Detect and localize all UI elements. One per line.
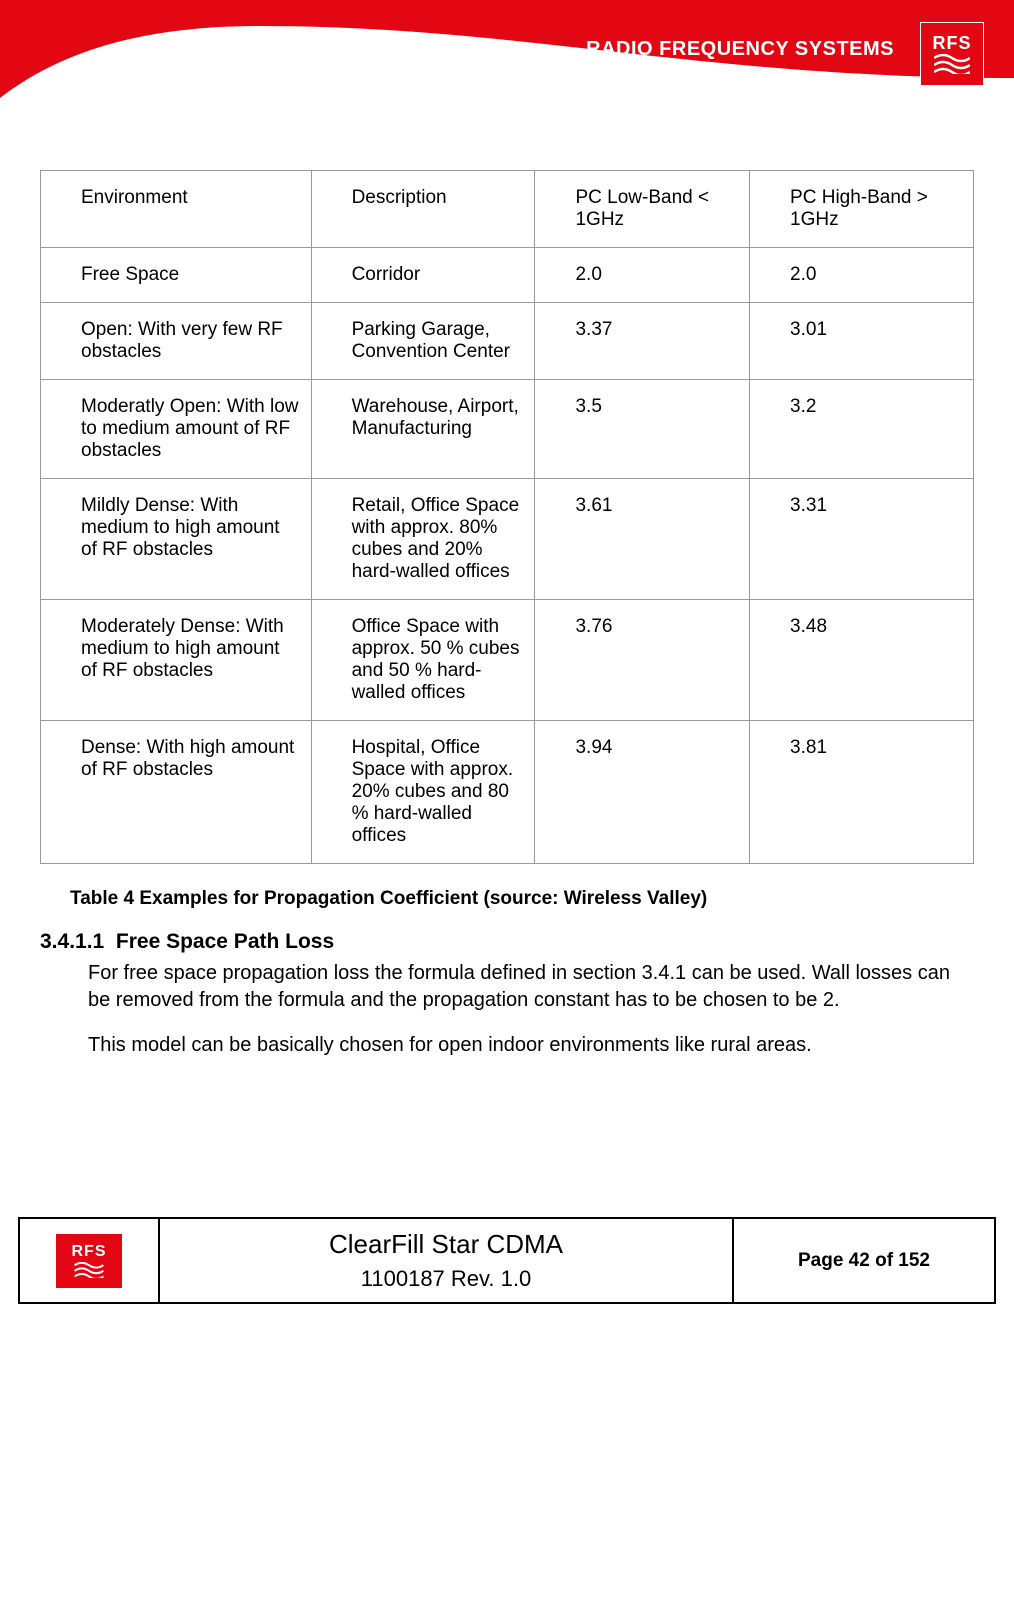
brand-tagline: RADIO FREQUENCY SYSTEMS	[586, 38, 894, 61]
col-header-environment: Environment	[41, 171, 312, 248]
footer-logo-cell: RFS	[20, 1219, 160, 1302]
cell-pc-low: 3.5	[535, 380, 750, 479]
cell-pc-high: 3.01	[750, 303, 974, 380]
cell-pc-low: 3.94	[535, 721, 750, 864]
table-row: Mildly Dense: With medium to high amount…	[41, 479, 974, 600]
page-number: Page 42 of 152	[798, 1250, 930, 1272]
cell-pc-low: 3.37	[535, 303, 750, 380]
section-title: Free Space Path Loss	[116, 930, 334, 953]
logo-waves-icon	[934, 54, 970, 74]
page-content: Environment Description PC Low-Band < 1G…	[0, 120, 1014, 1097]
cell-environment: Free Space	[41, 248, 312, 303]
logo-abbr: RFS	[933, 34, 972, 52]
cell-environment: Open: With very few RF obstacles	[41, 303, 312, 380]
table-body: Free Space Corridor 2.0 2.0 Open: With v…	[41, 248, 974, 864]
page-footer: RFS ClearFill Star CDMA 1100187 Rev. 1.0…	[18, 1217, 996, 1304]
table-header-row: Environment Description PC Low-Band < 1G…	[41, 171, 974, 248]
propagation-coefficient-table: Environment Description PC Low-Band < 1G…	[40, 170, 974, 864]
cell-environment: Dense: With high amount of RF obstacles	[41, 721, 312, 864]
table-row: Free Space Corridor 2.0 2.0	[41, 248, 974, 303]
body-paragraph: This model can be basically chosen for o…	[88, 1032, 974, 1059]
cell-pc-low: 3.76	[535, 600, 750, 721]
table-row: Moderatly Open: With low to medium amoun…	[41, 380, 974, 479]
cell-pc-high: 3.31	[750, 479, 974, 600]
cell-description: Retail, Office Space with approx. 80% cu…	[311, 479, 535, 600]
page-header: RADIO FREQUENCY SYSTEMS RFS	[0, 0, 1014, 120]
footer-page-cell: Page 42 of 152	[734, 1219, 994, 1302]
table-row: Open: With very few RF obstacles Parking…	[41, 303, 974, 380]
cell-pc-high: 3.2	[750, 380, 974, 479]
cell-pc-low: 2.0	[535, 248, 750, 303]
cell-pc-low: 3.61	[535, 479, 750, 600]
cell-description: Warehouse, Airport, Manufacturing	[311, 380, 535, 479]
cell-description: Hospital, Office Space with approx. 20% …	[311, 721, 535, 864]
brand-logo: RFS	[920, 22, 984, 86]
cell-description: Parking Garage, Convention Center	[311, 303, 535, 380]
cell-pc-high: 2.0	[750, 248, 974, 303]
section-heading: 3.4.1.1 Free Space Path Loss	[40, 930, 974, 954]
doc-title: ClearFill Star CDMA	[329, 1229, 563, 1260]
footer-row: RFS ClearFill Star CDMA 1100187 Rev. 1.0…	[20, 1219, 994, 1302]
cell-pc-high: 3.48	[750, 600, 974, 721]
doc-revision: 1100187 Rev. 1.0	[361, 1266, 531, 1292]
rfs-logo-icon: RFS	[56, 1234, 122, 1288]
logo-abbr: RFS	[72, 1244, 107, 1260]
cell-description: Office Space with approx. 50 % cubes and…	[311, 600, 535, 721]
table-row: Dense: With high amount of RF obstacles …	[41, 721, 974, 864]
logo-waves-icon	[74, 1262, 104, 1278]
table-row: Moderately Dense: With medium to high am…	[41, 600, 974, 721]
body-paragraph: For free space propagation loss the form…	[88, 960, 974, 1014]
col-header-pc-high-band: PC High-Band > 1GHz	[750, 171, 974, 248]
cell-environment: Mildly Dense: With medium to high amount…	[41, 479, 312, 600]
cell-description: Corridor	[311, 248, 535, 303]
cell-pc-high: 3.81	[750, 721, 974, 864]
table-caption: Table 4 Examples for Propagation Coeffic…	[70, 888, 974, 910]
rfs-logo-icon: RFS	[920, 22, 984, 86]
col-header-description: Description	[311, 171, 535, 248]
section-number: 3.4.1.1	[40, 930, 104, 953]
col-header-pc-low-band: PC Low-Band < 1GHz	[535, 171, 750, 248]
footer-title-cell: ClearFill Star CDMA 1100187 Rev. 1.0	[160, 1219, 734, 1302]
cell-environment: Moderatly Open: With low to medium amoun…	[41, 380, 312, 479]
cell-environment: Moderately Dense: With medium to high am…	[41, 600, 312, 721]
